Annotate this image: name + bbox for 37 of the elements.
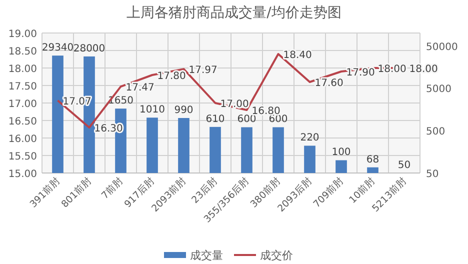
y-tick-label: 15.00 [8, 169, 37, 180]
data-label: 17.47 [126, 82, 154, 94]
y-tick-label: 18.00 [8, 64, 37, 75]
data-label: 17.97 [188, 65, 218, 76]
chart-title: 上周各猪肘商品成交量/均价走势图 [126, 5, 342, 21]
data-label: 600 [268, 114, 288, 126]
data-label: 1010 [140, 104, 165, 116]
y-tick-label: 17.00 [8, 99, 37, 110]
data-label: 610 [206, 114, 225, 125]
legend-label: 成交价 [260, 249, 293, 262]
data-label: 1650 [108, 96, 134, 107]
y2-tick-label: 50 [426, 169, 439, 180]
x-tick-label: 709前肘 [310, 174, 346, 210]
data-label: 220 [300, 132, 320, 144]
data-label: 990 [174, 105, 194, 116]
data-label: 18.00 [409, 64, 438, 75]
y-tick-label: 16.00 [8, 134, 37, 145]
y-tick-label: 15.50 [8, 152, 37, 162]
data-label: 100 [332, 147, 351, 158]
data-label: 17.60 [314, 78, 344, 89]
data-label: 18.40 [283, 50, 312, 61]
y2-tick-label: 500 [426, 126, 446, 138]
y2-tick-label: 5000 [426, 84, 452, 96]
y-tick-label: 16.50 [8, 116, 37, 128]
data-label: 600 [237, 114, 256, 126]
y-tick-label: 19.00 [8, 29, 37, 40]
data-label: 50 [398, 160, 411, 171]
data-label: 28000 [73, 43, 106, 54]
data-label: 29340 [42, 42, 74, 54]
x-tick-label: 7前肘 [98, 174, 126, 202]
y-tick-label: 17.50 [8, 82, 37, 92]
data-label: 17.90 [346, 68, 375, 78]
data-label: 68 [366, 154, 380, 166]
legend-label: 成交量 [190, 249, 223, 262]
data-label: 17.80 [157, 71, 186, 82]
y-tick-label: 18.50 [8, 46, 37, 58]
y2-tick-label: 50000 [426, 42, 458, 53]
